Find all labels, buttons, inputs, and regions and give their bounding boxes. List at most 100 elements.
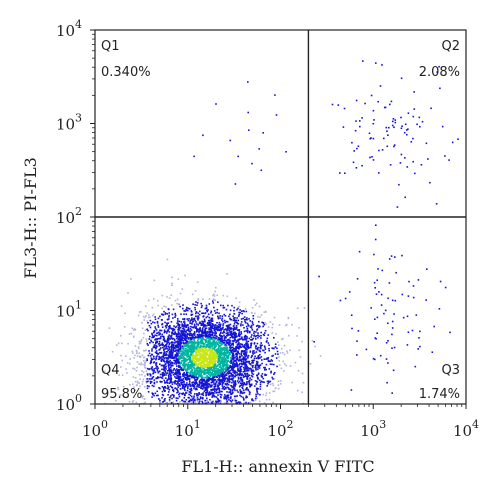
event-dot (197, 341, 199, 343)
event-dot (188, 333, 190, 336)
event-dot (170, 357, 172, 359)
event-dot (376, 332, 378, 334)
event-dot (404, 157, 406, 159)
event-dot (244, 373, 246, 375)
event-dot (176, 345, 179, 347)
event-dot (200, 365, 202, 368)
event-dot (272, 378, 274, 380)
event-dot (146, 367, 149, 370)
event-dot (226, 391, 228, 393)
event-dot (210, 357, 213, 360)
event-dot (165, 374, 167, 376)
event-dot (380, 293, 383, 296)
event-dot (202, 357, 205, 360)
event-dot (225, 365, 228, 367)
event-dot (216, 360, 218, 362)
event-dot (218, 391, 221, 394)
event-dot (183, 361, 185, 363)
event-dot (227, 334, 230, 336)
event-dot (248, 337, 251, 340)
event-dot (146, 378, 148, 380)
event-dot (183, 342, 185, 345)
event-dot (167, 308, 170, 310)
event-dot (198, 384, 200, 387)
event-dot (167, 337, 169, 340)
event-dot (237, 346, 240, 348)
event-dot (179, 344, 182, 346)
event-dot (194, 319, 196, 322)
event-dot (201, 382, 204, 384)
event-dot (178, 340, 181, 342)
event-dot (194, 348, 197, 350)
event-dot (212, 347, 214, 350)
event-dot (414, 365, 417, 368)
event-dot (231, 381, 233, 384)
event-dot (174, 331, 176, 334)
event-dot (245, 348, 247, 350)
event-dot (241, 386, 243, 389)
event-dot (238, 342, 240, 344)
event-dot (169, 338, 171, 340)
event-dot (207, 376, 209, 379)
event-dot (234, 370, 237, 373)
event-dot (377, 268, 379, 270)
event-dot (287, 317, 290, 320)
event-dot (257, 332, 259, 334)
event-dot (208, 368, 210, 370)
event-dot (120, 354, 122, 357)
event-dot (457, 138, 459, 140)
event-dot (197, 338, 200, 340)
event-dot (220, 373, 222, 375)
event-dot (224, 357, 227, 360)
event-dot (213, 324, 215, 326)
event-dot (225, 370, 227, 372)
event-dot (239, 401, 241, 404)
event-dot (194, 356, 197, 359)
event-dot (271, 332, 274, 334)
event-dot (244, 353, 246, 355)
event-dot (252, 323, 255, 326)
event-dot (301, 340, 303, 343)
event-dot (198, 322, 201, 324)
event-dot (203, 364, 205, 367)
event-dot (185, 338, 187, 340)
event-dot (195, 374, 198, 376)
event-dot (199, 364, 202, 366)
event-dot (170, 376, 172, 379)
event-dot (177, 384, 179, 387)
event-dot (244, 350, 246, 352)
event-dot (144, 365, 146, 367)
event-dot (163, 352, 165, 355)
event-dot (198, 359, 201, 362)
event-dot (157, 376, 160, 379)
event-dot (268, 398, 271, 401)
event-dot (195, 351, 197, 354)
event-dot (159, 387, 161, 390)
event-dot (298, 327, 300, 329)
event-dot (339, 172, 341, 174)
event-dot (191, 293, 194, 296)
event-dot (273, 337, 275, 339)
event-dot (217, 400, 220, 403)
event-dot (253, 343, 256, 345)
event-dot (171, 351, 173, 354)
event-dot (211, 338, 213, 341)
event-dot (130, 332, 133, 335)
event-dot (177, 322, 179, 325)
event-dot (252, 351, 254, 354)
event-dot (219, 335, 222, 337)
event-dot (182, 341, 184, 344)
event-dot (143, 398, 146, 400)
event-dot (250, 311, 253, 314)
event-dot (160, 376, 163, 379)
event-dot (242, 396, 244, 399)
event-dot (217, 343, 220, 346)
event-dot (175, 380, 177, 382)
event-dot (153, 279, 156, 282)
event-dot (240, 353, 242, 356)
event-dot (257, 364, 260, 367)
event-dot (391, 320, 394, 323)
event-dot (352, 161, 355, 164)
event-dot (391, 333, 393, 336)
event-dot (210, 320, 213, 322)
